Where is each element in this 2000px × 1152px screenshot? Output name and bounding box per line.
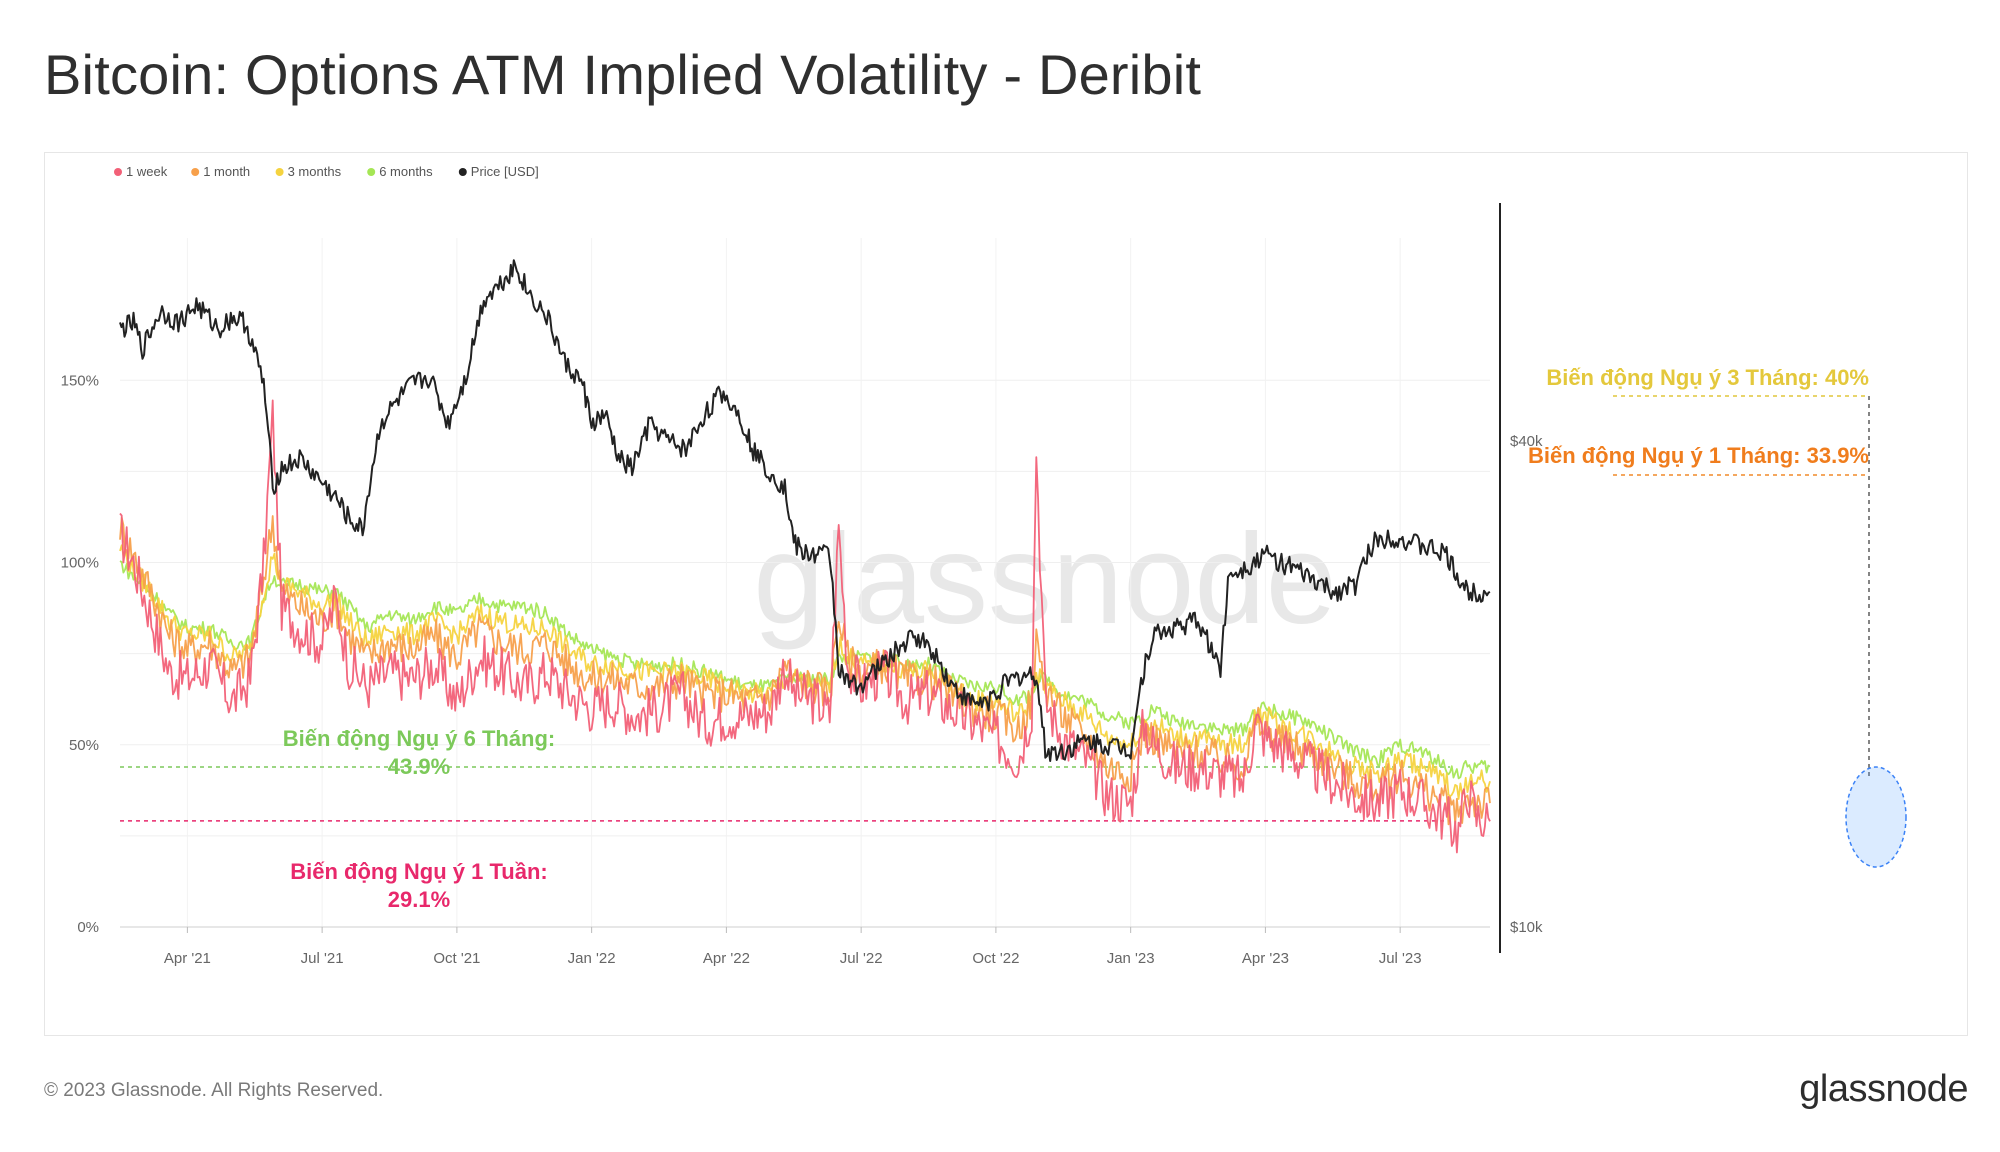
chart-frame: glassnode Apr '21 Jul '21 Oct '21 Jan '22 Ap… bbox=[44, 152, 1968, 1036]
y-right-tick-label: $40k bbox=[1510, 433, 1543, 450]
legend-marker bbox=[191, 168, 200, 176]
annotation-1-week-line2: 29.1% bbox=[388, 887, 450, 912]
copyright-text: © 2023 Glassnode. All Rights Reserved. bbox=[44, 1080, 384, 1101]
x-tick-label: Apr '21 bbox=[164, 950, 211, 967]
legend-label: 1 month bbox=[203, 164, 250, 179]
annotation-1-week-line1: Biến động Ngụ ý 1 Tuần: bbox=[290, 859, 547, 884]
legend-marker bbox=[114, 168, 122, 176]
series-1-week-line bbox=[119, 399, 1491, 854]
page-title: Bitcoin: Options ATM Implied Volatility … bbox=[44, 43, 1202, 106]
highlight-ellipse bbox=[1845, 766, 1907, 868]
x-tick-label: Apr '22 bbox=[703, 950, 750, 967]
y-left-tick-label: 0% bbox=[77, 919, 99, 936]
x-tick-label: Jul '23 bbox=[1379, 950, 1422, 967]
chart: glassnode Apr '21 Jul '21 Oct '21 Jan '22 Ap… bbox=[61, 164, 1907, 967]
x-tick-label: Apr '23 bbox=[1242, 950, 1289, 967]
watermark: glassnode bbox=[753, 508, 1337, 651]
legend-marker bbox=[367, 168, 376, 176]
y-left-tick-label: 50% bbox=[69, 737, 99, 754]
glassnode-logo[interactable]: glassnode bbox=[1799, 1068, 1968, 1110]
annotation-6-month-line1: Biến động Ngụ ý 6 Tháng: bbox=[283, 726, 556, 751]
legend-marker bbox=[275, 168, 284, 176]
legend-marker bbox=[458, 168, 467, 176]
annotation-6-month-line2: 43.9% bbox=[388, 754, 450, 779]
x-tick-label: Jan '23 bbox=[1107, 950, 1155, 967]
legend-label: 3 months bbox=[288, 164, 342, 179]
x-tick-label: Oct '22 bbox=[972, 950, 1019, 967]
x-tick-label: Oct '21 bbox=[433, 950, 480, 967]
legend-label: 6 months bbox=[379, 164, 433, 179]
y-left-tick-label: 100% bbox=[61, 555, 99, 572]
y-left-tick-label: 150% bbox=[61, 372, 99, 389]
legend-label: 1 week bbox=[126, 164, 168, 179]
y-right-tick-label: $10k bbox=[1510, 919, 1543, 936]
x-tick-label: Jul '21 bbox=[301, 950, 344, 967]
x-tick-label: Jul '22 bbox=[840, 950, 883, 967]
annotation-1-month: Biến động Ngụ ý 1 Tháng: 33.9% bbox=[1528, 443, 1869, 468]
legend-label: Price [USD] bbox=[471, 164, 539, 179]
series-price-usd-line bbox=[119, 259, 1491, 762]
annotation-3-month: Biến động Ngụ ý 3 Tháng: 40% bbox=[1546, 365, 1869, 390]
x-tick-label: Jan '22 bbox=[568, 950, 616, 967]
legend: 1 week 1 month 3 months 6 months Price [USD] bbox=[114, 164, 539, 179]
